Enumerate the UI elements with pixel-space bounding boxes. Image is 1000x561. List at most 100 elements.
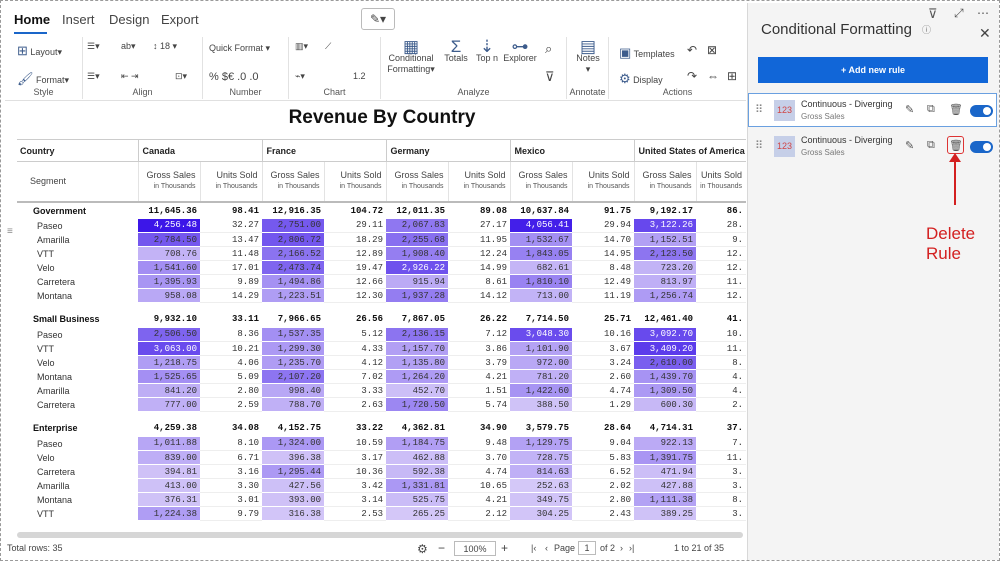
table-row[interactable]: Paseo 4,256.48 32.27 2,751.00 29.11 2,067.83 2…	[17, 218, 746, 233]
value-cell[interactable]: 7.12	[448, 327, 510, 342]
value-cell[interactable]: 14.70	[572, 232, 634, 247]
zoom-in-button[interactable]: +	[501, 541, 509, 555]
value-cell[interactable]: 10.36	[324, 464, 386, 479]
edit-icon[interactable]: ✎	[905, 104, 915, 116]
value-cell[interactable]: 708.76	[138, 246, 200, 261]
align-lines-icon[interactable]: ☰▾	[87, 41, 100, 51]
value-cell[interactable]: 12.66	[324, 274, 386, 289]
value-cell[interactable]: 592.38	[386, 464, 448, 479]
value-cell[interactable]: 1,152.51	[634, 232, 696, 247]
value-cell[interactable]: 2.02	[572, 478, 634, 493]
table-row[interactable]: Amarilla 2,784.50 13.47 2,806.72 18.29 2,255.…	[17, 232, 746, 247]
value-cell[interactable]: 19.47	[324, 260, 386, 275]
value-cell[interactable]: 29.11	[324, 218, 386, 233]
value-cell[interactable]: 841.20	[138, 383, 200, 398]
value-cell[interactable]: 777.00	[138, 397, 200, 412]
value-cell[interactable]: 12.49	[572, 274, 634, 289]
value-cell[interactable]: 27.17	[448, 218, 510, 233]
value-cell[interactable]: 1,810.10	[510, 274, 572, 289]
value-cell[interactable]: 2.60	[572, 369, 634, 384]
table-row[interactable]: Montana 958.08 14.29 1,223.51 12.30 1,937.28 1…	[17, 288, 746, 303]
value-cell[interactable]: 788.70	[262, 397, 324, 412]
info-icon[interactable]: ⓘ	[922, 25, 932, 35]
value-cell[interactable]: 14.12	[448, 288, 510, 303]
border-icon[interactable]: ⊡▾	[175, 71, 188, 81]
value-cell[interactable]: 814.63	[510, 464, 572, 479]
value-cell[interactable]: 1.29	[572, 397, 634, 412]
value-cell[interactable]: 7.02	[324, 369, 386, 384]
value-cell[interactable]: 2,506.50	[138, 327, 200, 342]
value-cell[interactable]: 1,908.40	[386, 246, 448, 261]
page-number-input[interactable]: 1	[578, 541, 596, 555]
display-button[interactable]: ⚙ Display	[619, 71, 663, 87]
value-cell[interactable]: 525.75	[386, 492, 448, 507]
value-cell[interactable]: 3,409.20	[634, 341, 696, 356]
value-cell[interactable]: 10.65	[448, 478, 510, 493]
value-cell[interactable]: 4.21	[448, 492, 510, 507]
filter-icon[interactable]: ⊽	[928, 6, 938, 21]
value-cell[interactable]: 17.01	[200, 260, 262, 275]
value-cell[interactable]: 11.95	[448, 232, 510, 247]
value-cell[interactable]: 3.	[696, 506, 746, 521]
value-cell[interactable]: 3.30	[200, 478, 262, 493]
value-cell[interactable]: 958.08	[138, 288, 200, 303]
value-cell[interactable]: 1,135.80	[386, 355, 448, 370]
topn-button[interactable]: ⇣ Top n	[473, 38, 501, 64]
sparkline-icon[interactable]: ⌁▾	[295, 71, 305, 81]
value-cell[interactable]: 8.10	[200, 436, 262, 451]
value-cell[interactable]: 998.40	[262, 383, 324, 398]
layout-button[interactable]: ⊞ Layout▾	[17, 43, 62, 58]
value-cell[interactable]: 1,937.28	[386, 288, 448, 303]
wrap-text-icon[interactable]: ab▾	[121, 41, 136, 51]
value-cell[interactable]: 1,439.70	[634, 369, 696, 384]
value-cell[interactable]: 4,256.48	[138, 218, 200, 233]
value-cell[interactable]: 11.19	[572, 288, 634, 303]
format-button[interactable]: 🖌 Format▾	[17, 71, 70, 86]
value-cell[interactable]: 14.95	[572, 246, 634, 261]
value-cell[interactable]: 471.94	[634, 464, 696, 479]
zoom-level-input[interactable]: 100%	[454, 541, 496, 556]
value-cell[interactable]: 4.33	[324, 341, 386, 356]
value-cell[interactable]: 8.	[696, 492, 746, 507]
table-row[interactable]: Paseo 2,506.50 8.36 1,537.35 5.12 2,136.15 7.1…	[17, 327, 746, 342]
value-cell[interactable]: 2.80	[200, 383, 262, 398]
value-cell[interactable]: 1,129.75	[510, 436, 572, 451]
close-icon[interactable]: ✕	[979, 25, 991, 41]
undo-icon[interactable]: ↶	[687, 43, 698, 57]
value-cell[interactable]: 8.61	[448, 274, 510, 289]
value-cell[interactable]: 839.00	[138, 450, 200, 465]
value-cell[interactable]: 3.24	[572, 355, 634, 370]
value-cell[interactable]: 3,048.30	[510, 327, 572, 342]
value-cell[interactable]: 1,422.60	[510, 383, 572, 398]
row-handle-icon[interactable]: ≡	[7, 226, 13, 237]
value-cell[interactable]: 9.89	[200, 274, 262, 289]
value-cell[interactable]: 4.12	[324, 355, 386, 370]
value-cell[interactable]: 388.50	[510, 397, 572, 412]
zoom-out-button[interactable]: −	[438, 541, 446, 555]
group-total-row[interactable]: Government 11,645.36 98.41 12,916.35 104.72 1…	[17, 202, 746, 219]
value-cell[interactable]: 1,224.38	[138, 506, 200, 521]
value-cell[interactable]: 5.83	[572, 450, 634, 465]
quick-format-dropdown[interactable]: Quick Format ▾	[209, 43, 271, 53]
value-cell[interactable]: 9.04	[572, 436, 634, 451]
value-cell[interactable]: 394.81	[138, 464, 200, 479]
value-cell[interactable]: 389.25	[634, 506, 696, 521]
value-cell[interactable]: 600.30	[634, 397, 696, 412]
value-cell[interactable]: 1,720.50	[386, 397, 448, 412]
value-cell[interactable]: 1,324.00	[262, 436, 324, 451]
drag-handle-icon[interactable]: ⠿	[755, 104, 764, 116]
value-cell[interactable]: 5.12	[324, 327, 386, 342]
explorer-button[interactable]: ⊶ Explorer	[501, 38, 539, 64]
value-cell[interactable]: 3.79	[448, 355, 510, 370]
value-cell[interactable]: 972.00	[510, 355, 572, 370]
value-cell[interactable]: 3.14	[324, 492, 386, 507]
value-cell[interactable]: 1.51	[448, 383, 510, 398]
value-cell[interactable]: 2,473.74	[262, 260, 324, 275]
totals-button[interactable]: Σ Totals	[441, 38, 471, 64]
value-cell[interactable]: 12.	[696, 260, 746, 275]
value-cell[interactable]: 376.31	[138, 492, 200, 507]
value-cell[interactable]: 2,255.68	[386, 232, 448, 247]
templates-button[interactable]: ▣ Templates	[619, 45, 675, 61]
value-cell[interactable]: 4.74	[572, 383, 634, 398]
value-cell[interactable]: 10.21	[200, 341, 262, 356]
